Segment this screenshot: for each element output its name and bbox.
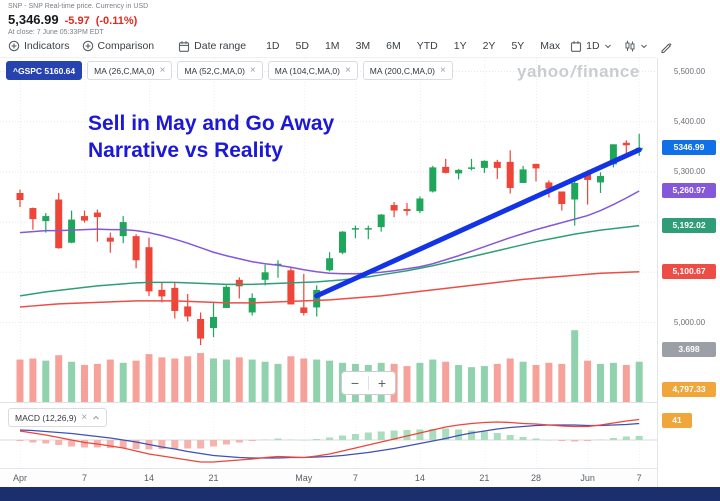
ma-chip[interactable]: MA (200,C,MA,0) × bbox=[362, 61, 453, 80]
axis-badge: 5,100.67 bbox=[662, 263, 716, 279]
x-axis-label: 28 bbox=[530, 473, 541, 483]
price-tick-label: 5,000.00 bbox=[673, 318, 706, 327]
x-axis-label: 7 bbox=[636, 473, 642, 483]
axis-badge: 3.698 bbox=[662, 342, 716, 357]
macd-chart-canvas[interactable] bbox=[0, 402, 657, 468]
legend-chips: ^GSPC 5160.64 MA (26,C,MA,0) × MA (52,C,MA… bbox=[6, 61, 453, 80]
x-axis-label: May bbox=[295, 473, 313, 483]
symbol-chip[interactable]: ^GSPC 5160.64 bbox=[6, 61, 83, 80]
indicators-label: Indicators bbox=[24, 40, 70, 52]
price-change-percent: (-0.11%) bbox=[95, 15, 138, 27]
x-axis-label: Apr bbox=[12, 473, 27, 483]
x-axis-label: 21 bbox=[208, 473, 219, 483]
axis-badge: 4,797.33 bbox=[662, 382, 716, 397]
x-axis-label: Jun bbox=[580, 473, 595, 483]
macd-value-badge: 41 bbox=[662, 412, 692, 428]
price-tick-label: 5,400.00 bbox=[673, 117, 706, 127]
watermark-yahoo: yahoo bbox=[517, 62, 570, 81]
symbol-chip-label: ^GSPC 5160.64 bbox=[13, 65, 76, 76]
close-icon[interactable]: × bbox=[249, 64, 256, 76]
range-button-1d[interactable]: 1D bbox=[266, 40, 280, 52]
range-button-5d[interactable]: 5D bbox=[295, 40, 309, 52]
calendar-icon bbox=[179, 40, 190, 52]
quote-header: SNP - SNP Real-time price. Currency in U… bbox=[8, 2, 148, 37]
date-range-label: Date range bbox=[194, 40, 247, 52]
price-tick-label: 5,300.00 bbox=[673, 167, 706, 177]
draw-tool-button[interactable] bbox=[660, 40, 673, 53]
indicators-button[interactable]: Indicators bbox=[8, 40, 70, 52]
range-button-1y[interactable]: 1Y bbox=[453, 40, 467, 52]
macd-chip-label: MACD (12,26,9) bbox=[15, 412, 77, 423]
ma-chip[interactable]: MA (52,C,MA,0) × bbox=[177, 61, 263, 80]
current-price: 5,346.99 bbox=[8, 12, 59, 27]
interval-selector[interactable]: 1D bbox=[570, 40, 611, 53]
yahoo-finance-watermark: yahoo/finance bbox=[517, 62, 640, 82]
ma-chip-label: MA (104,C,MA,0) bbox=[274, 65, 340, 76]
watermark-finance: finance bbox=[576, 62, 640, 81]
timeline-scrollbar[interactable] bbox=[0, 487, 720, 501]
x-axis-label: 14 bbox=[414, 473, 425, 483]
range-button-ytd[interactable]: YTD bbox=[416, 40, 438, 52]
ma-chip-label: MA (26,C,MA,0) bbox=[94, 65, 155, 76]
x-axis-label: 14 bbox=[143, 473, 154, 483]
close-icon[interactable]: × bbox=[81, 411, 88, 423]
range-button-3m[interactable]: 3M bbox=[355, 40, 371, 52]
close-icon[interactable]: × bbox=[439, 64, 446, 76]
comparison-icon bbox=[82, 40, 93, 52]
price-axis: 5,500.005,400.005,300.005,200.005,100.00… bbox=[657, 58, 720, 487]
zoom-controls: − + bbox=[341, 371, 396, 395]
chart-annotation[interactable]: Sell in May and Go Away Narrative vs Rea… bbox=[88, 110, 334, 164]
range-button-6m[interactable]: 6M bbox=[386, 40, 401, 52]
range-button-5y[interactable]: 5Y bbox=[511, 40, 525, 52]
chevron-down-icon bbox=[640, 44, 647, 49]
close-info: At close: 7 June 05:33PM EDT bbox=[8, 29, 104, 36]
zoom-divider bbox=[368, 376, 369, 390]
ma-chip[interactable]: MA (26,C,MA,0) × bbox=[87, 61, 173, 80]
range-button-2y[interactable]: 2Y bbox=[482, 40, 496, 52]
macd-chip[interactable]: MACD (12,26,9) × bbox=[8, 408, 108, 427]
price-change: -5.97 bbox=[64, 15, 90, 27]
calendar-icon bbox=[571, 40, 582, 52]
pencil-icon bbox=[660, 42, 672, 53]
chevron-up-icon[interactable] bbox=[92, 414, 100, 422]
interval-label: 1D bbox=[586, 40, 600, 52]
chart-type-selector[interactable] bbox=[624, 40, 648, 52]
x-axis-label: 7 bbox=[352, 473, 358, 483]
x-axis-label: 21 bbox=[479, 473, 490, 483]
candlestick-icon bbox=[625, 40, 635, 52]
annotation-line1: Sell in May and Go Away bbox=[88, 112, 335, 135]
axis-badge: 5346.99 bbox=[662, 140, 716, 156]
ma-chip[interactable]: MA (104,C,MA,0) × bbox=[267, 61, 358, 80]
range-button-max[interactable]: Max bbox=[540, 40, 561, 52]
quote-meta: SNP - SNP Real-time price. Currency in U… bbox=[8, 3, 149, 10]
close-icon[interactable]: × bbox=[344, 64, 351, 76]
comparison-button[interactable]: Comparison bbox=[82, 40, 155, 52]
date-range-button[interactable]: Date range bbox=[178, 40, 246, 53]
chart-toolbar: Indicators Comparison Date range 1D 5D 1M 3… bbox=[0, 35, 672, 58]
zoom-in-button[interactable]: + bbox=[377, 375, 387, 391]
circle-plus-icon bbox=[8, 40, 20, 52]
axis-badge: 5,260.97 bbox=[662, 183, 716, 199]
chevron-down-icon bbox=[604, 44, 611, 49]
ma-chip-label: MA (52,C,MA,0) bbox=[184, 65, 245, 76]
ma-chip-label: MA (200,C,MA,0) bbox=[369, 65, 435, 76]
range-buttons: 1D 5D 1M 3M 6M YTD 1Y 2Y 5Y Max bbox=[258, 38, 568, 54]
axis-badge: 5,192.02 bbox=[662, 218, 716, 234]
x-axis: Apr 7 14 21 May 7 14 21 28 Jun 7 bbox=[0, 468, 657, 488]
x-axis-label: 7 bbox=[81, 473, 87, 483]
watermark-slash: / bbox=[570, 62, 576, 81]
zoom-out-button[interactable]: − bbox=[350, 375, 360, 391]
close-icon[interactable]: × bbox=[159, 64, 166, 76]
comparison-label: Comparison bbox=[97, 40, 155, 52]
price-tick-label: 5,500.00 bbox=[673, 67, 706, 76]
range-button-1m[interactable]: 1M bbox=[324, 40, 340, 52]
annotation-line2: Narrative vs Reality bbox=[88, 139, 283, 162]
